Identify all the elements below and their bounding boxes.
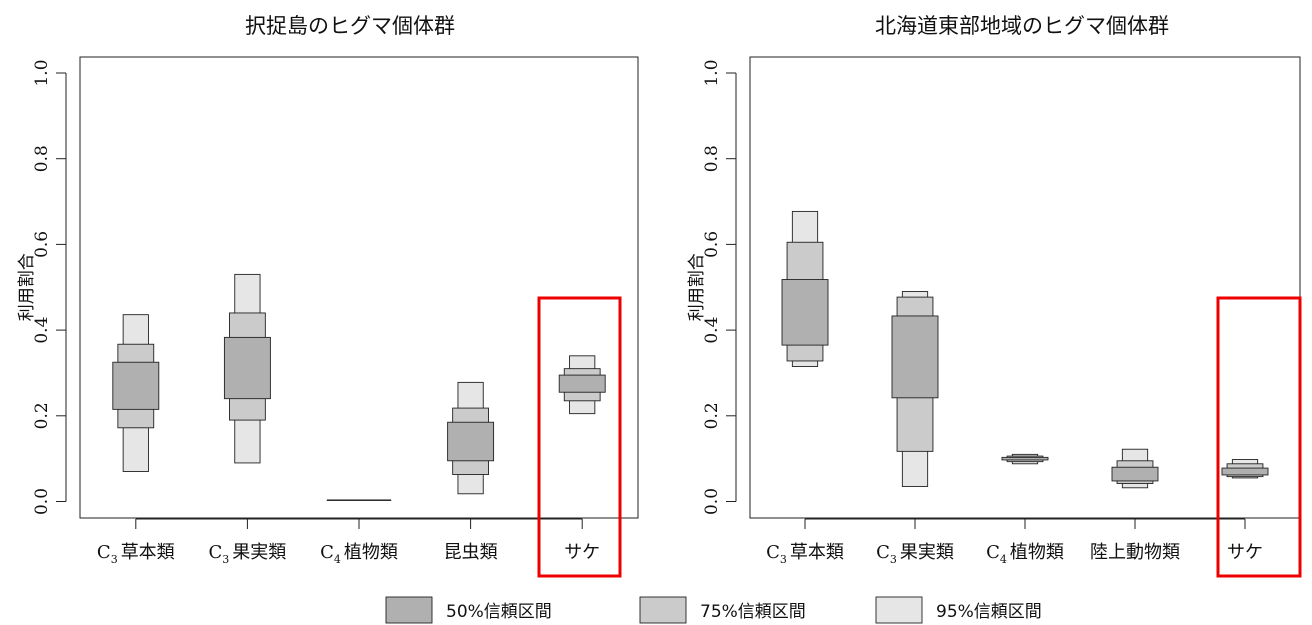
y-tick-label: 0.0 <box>702 488 722 515</box>
interval-box-ci50 <box>891 315 939 399</box>
plot-frame <box>749 56 1301 519</box>
interval-box-ci50 <box>781 279 829 346</box>
legend-swatch-ci95 <box>875 596 923 624</box>
x-tick-label: C3 果実類 <box>876 542 954 566</box>
chart-title: 北海道東部地域のヒグマ個体群 <box>875 14 1169 38</box>
y-tick-label: 0.6 <box>32 231 52 258</box>
legend: 50%信頼区間 75%信頼区間 95%信頼区間 <box>385 596 1042 624</box>
interval-box-ci50 <box>1221 467 1269 476</box>
y-tick-label: 0.2 <box>32 402 52 429</box>
legend-swatch-ci50 <box>385 596 433 624</box>
chart-title: 択捉島のヒグマ個体群 <box>245 14 455 38</box>
interval-box-ci50 <box>223 336 271 400</box>
legend-label-ci95: 95%信頼区間 <box>936 602 1042 622</box>
y-tick-label: 0.8 <box>32 145 52 172</box>
legend-swatch-ci75 <box>639 596 687 624</box>
x-tick-label: 陸上動物類 <box>1090 542 1180 563</box>
y-tick-label: 1.0 <box>702 59 722 86</box>
interval-box-ci50 <box>558 374 606 393</box>
interval-box-ci50 <box>112 361 160 410</box>
interval-box-ci50 <box>1111 466 1159 482</box>
legend-label-ci75: 75%信頼区間 <box>700 602 806 622</box>
y-tick-label: 0.6 <box>702 231 722 258</box>
y-axis-label: 利用割合 <box>17 253 37 321</box>
y-tick-label: 0.2 <box>702 402 722 429</box>
x-tick-label: サケ <box>1227 542 1263 563</box>
x-tick-label: C4 植物類 <box>320 542 398 566</box>
y-tick-label: 0.8 <box>702 145 722 172</box>
x-tick-label: C3 果実類 <box>209 542 287 566</box>
chart-panel-etorofu: 択捉島のヒグマ個体群 0.0 0.2 0.4 0.6 0.8 1.0 利用割合 C3 草本類 C3 果… <box>17 14 639 578</box>
interval-box-ci50 <box>1001 456 1049 461</box>
y-axis-label: 利用割合 <box>687 253 707 321</box>
x-tick-label: C3 草本類 <box>97 542 175 566</box>
y-tick-label: 0.4 <box>32 317 52 344</box>
plot-frame <box>79 56 639 519</box>
x-tick-label: C4 植物類 <box>986 542 1064 566</box>
highlight-box <box>537 296 622 578</box>
x-tick-label: 昆虫類 <box>444 542 498 563</box>
x-tick-label: サケ <box>564 542 600 563</box>
interval-box-ci50 <box>447 421 495 462</box>
x-tick-label: C3 草本類 <box>766 542 844 566</box>
highlight-box <box>1216 296 1302 578</box>
y-tick-label: 1.0 <box>32 59 52 86</box>
legend-label-ci50: 50%信頼区間 <box>446 602 552 622</box>
y-tick-label: 0.0 <box>32 488 52 515</box>
chart-panel-eastern-hokkaido: 北海道東部地域のヒグマ個体群 0.0 0.2 0.4 0.6 0.8 1.0 利用割合 C3 草本… <box>687 14 1302 578</box>
y-tick-label: 0.4 <box>702 317 722 344</box>
